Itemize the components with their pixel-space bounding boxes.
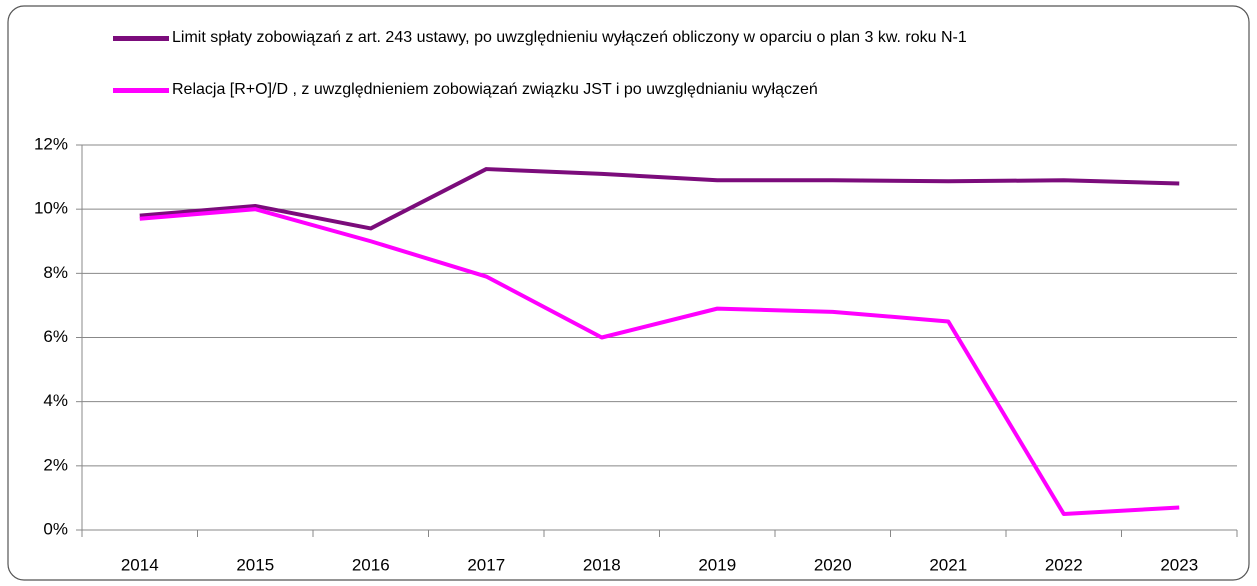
x-tick-label: 2015 <box>236 555 274 574</box>
y-tick-label: 8% <box>43 263 68 282</box>
x-tick-label: 2017 <box>467 555 505 574</box>
y-tick-label: 12% <box>34 134 68 153</box>
y-tick-label: 0% <box>43 519 68 538</box>
legend-swatch <box>113 88 169 93</box>
y-tick-label: 2% <box>43 455 68 474</box>
y-tick-label: 6% <box>43 327 68 346</box>
series-line <box>139 167 1180 231</box>
series-line <box>139 207 1180 516</box>
legend-swatch <box>113 36 169 41</box>
x-tick-label: 2022 <box>1045 555 1083 574</box>
y-tick-label: 4% <box>43 391 68 410</box>
x-tick-label: 2020 <box>814 555 852 574</box>
x-tick-label: 2014 <box>121 555 159 574</box>
x-tick-label: 2019 <box>698 555 736 574</box>
x-tick-label: 2016 <box>352 555 390 574</box>
legend-label: Relacja [R+O]/D , z uwzględnieniem zobow… <box>172 81 818 98</box>
legend-label: Limit spłaty zobowiązań z art. 243 ustaw… <box>172 29 967 46</box>
x-tick-label: 2021 <box>929 555 967 574</box>
frame <box>7 5 1250 581</box>
x-tick-label: 2018 <box>583 555 621 574</box>
y-tick-label: 10% <box>34 199 68 218</box>
x-tick-label: 2023 <box>1160 555 1198 574</box>
